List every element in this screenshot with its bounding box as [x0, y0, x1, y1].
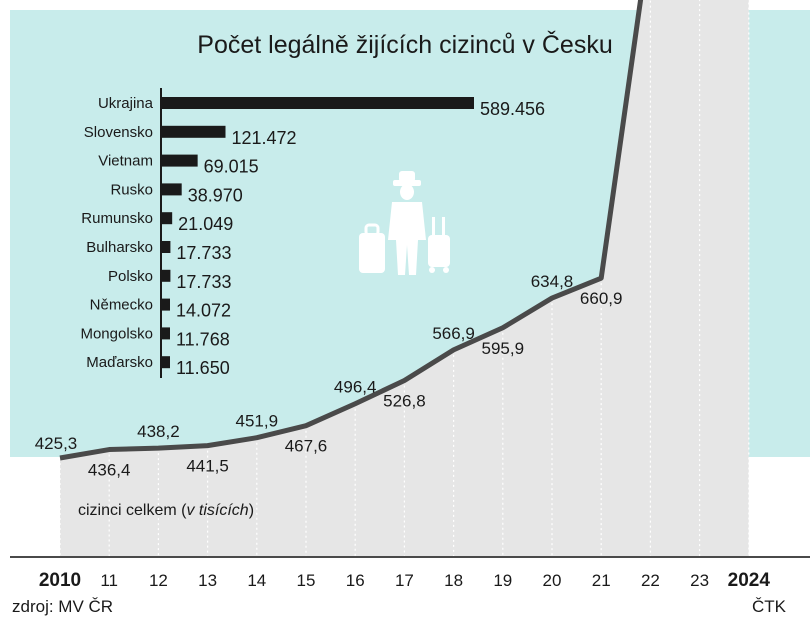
- bar: [161, 212, 173, 225]
- source-label: zdroj: MV ČR: [12, 597, 113, 616]
- data-label: 526,8: [383, 392, 426, 411]
- bar-value-label: 11.768: [176, 329, 230, 349]
- agency-label: ČTK: [752, 597, 787, 616]
- data-label: 425,3: [35, 434, 78, 453]
- bar-category-label: Bulharsko: [86, 239, 153, 256]
- x-tick-label: 2010: [39, 570, 81, 591]
- bar-category-label: Maďarsko: [86, 354, 153, 371]
- bar-category-label: Slovensko: [84, 124, 153, 141]
- x-tick-label: 19: [493, 571, 512, 590]
- data-label: 634,8: [531, 272, 574, 291]
- bar-value-label: 14.072: [176, 301, 231, 321]
- x-tick-label: 17: [395, 571, 414, 590]
- bar-value-label: 589.456: [480, 99, 545, 119]
- data-label: 1065,7: [674, 0, 726, 1]
- bar-value-label: 11.650: [176, 358, 230, 378]
- x-tick-label: 13: [198, 571, 217, 590]
- bar-category-label: Rumunsko: [81, 210, 153, 227]
- data-label: 467,6: [285, 437, 328, 456]
- x-tick-label: 23: [690, 571, 709, 590]
- bar: [161, 125, 226, 138]
- traveler-with-luggage-icon: [359, 171, 450, 275]
- bar-value-label: 38.970: [188, 185, 243, 205]
- area-layer: 425,3 436,4 438,2 441,5 451,9 467,6 496,4 526,8…: [35, 0, 750, 557]
- x-tick-label: 21: [592, 571, 611, 590]
- bar-value-label: 69.015: [204, 157, 259, 177]
- bar-value-label: 17.733: [176, 243, 231, 263]
- bar-category-label: Mongolsko: [80, 325, 153, 342]
- bar: [161, 241, 171, 253]
- x-tick-label: 18: [444, 571, 463, 590]
- x-tick-label: 11: [100, 571, 118, 590]
- x-tick-label: 15: [297, 571, 316, 590]
- bar: [161, 154, 198, 167]
- x-tick-label: 12: [149, 571, 168, 590]
- x-tick-label: 20: [543, 571, 562, 590]
- x-tick-label: 2024: [728, 570, 771, 591]
- bar-value-label: 17.733: [176, 272, 231, 292]
- chart-title: Počet legálně žijících cizinců v Česku: [197, 30, 612, 59]
- data-label: 438,2: [137, 422, 180, 441]
- bar: [161, 327, 170, 340]
- x-axis-ticks: 2010 11 12 13 14 15 16 17 18 19 20 21 22 23 2024: [39, 570, 771, 591]
- x-tick-label: 22: [641, 571, 660, 590]
- x-tick-label: 14: [247, 571, 266, 590]
- bar: [161, 269, 171, 282]
- bar: [161, 183, 182, 196]
- bar-category-label: Rusko: [110, 181, 153, 198]
- data-label: 441,5: [186, 457, 229, 476]
- x-tick-label: 16: [346, 571, 365, 590]
- bar: [161, 97, 474, 109]
- bar-category-label: Německo: [90, 297, 153, 314]
- data-label: 436,4: [88, 461, 131, 480]
- bar-category-label: Vietnam: [98, 153, 153, 170]
- bars-layer: Ukrajina 589.456 Slovensko 121.472 Vietnam 69…: [80, 88, 545, 378]
- data-label: 566,9: [432, 324, 475, 343]
- bar-category-label: Polsko: [108, 268, 153, 285]
- data-label: 496,4: [334, 378, 377, 397]
- series-line: [59, 0, 644, 461]
- data-label: 595,9: [482, 339, 525, 358]
- bar: [161, 356, 170, 369]
- series-label: cizinci celkem (v tisících): [78, 502, 254, 519]
- bar-value-label: 121.472: [232, 128, 297, 148]
- bar-value-label: 21.049: [178, 214, 233, 234]
- series-area: [60, 0, 749, 557]
- bar-category-label: Ukrajina: [98, 95, 154, 112]
- data-label: 451,9: [236, 412, 279, 431]
- data-label: 660,9: [580, 289, 623, 308]
- bar: [161, 298, 170, 311]
